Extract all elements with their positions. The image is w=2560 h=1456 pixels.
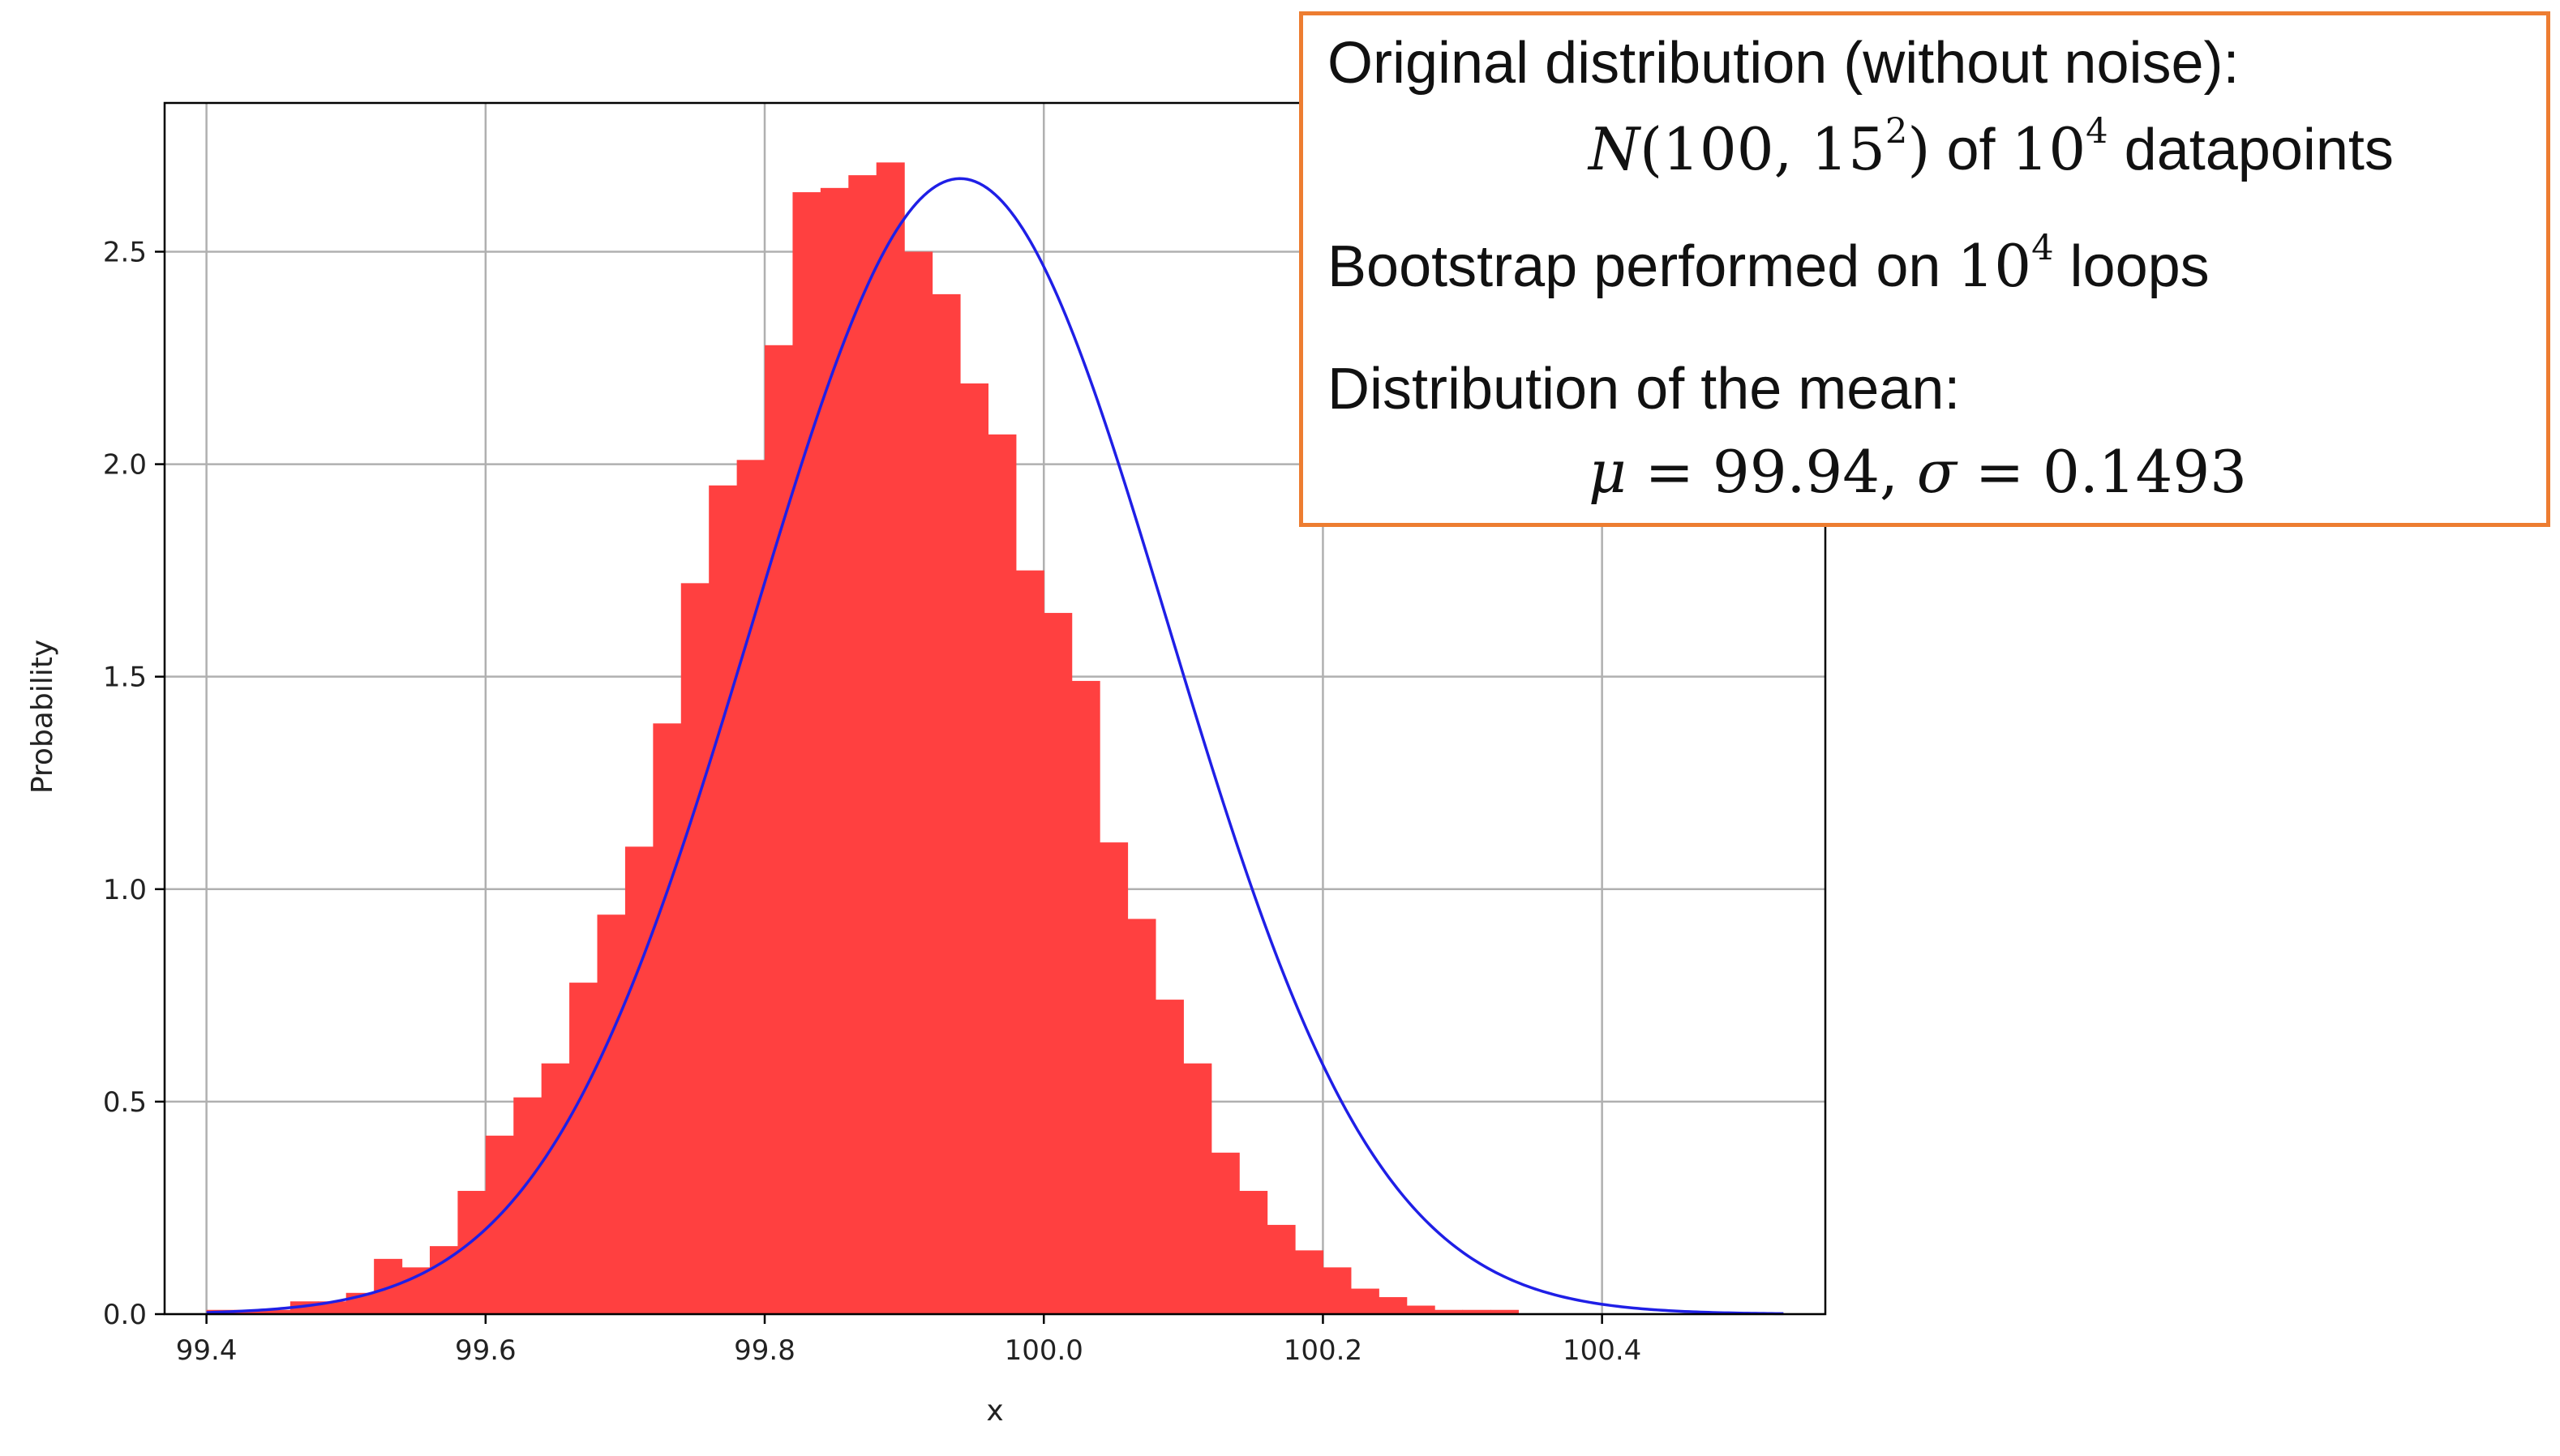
histogram-bar	[848, 175, 877, 1315]
histogram-bar	[1183, 1063, 1212, 1314]
dist-exponent: 2	[1885, 111, 1908, 152]
loops-base: 10	[1957, 232, 2032, 300]
histogram-bar	[988, 434, 1017, 1314]
histogram-bar	[932, 293, 961, 1314]
histogram-bar	[1295, 1250, 1324, 1314]
info-line-4-text: Distribution of the mean:	[1327, 357, 1961, 422]
sigma-value: = 0.1493	[1956, 438, 2247, 506]
axis-ticks: 99.4 99.6 99.8 100.0 100.2 100.4 0.0 0.5 1.0 1.5 2…	[103, 236, 1641, 1367]
histogram-bar	[653, 723, 682, 1314]
x-tick-label: 100.2	[1284, 1334, 1362, 1367]
histogram-bar	[1323, 1267, 1352, 1314]
histogram-bar	[1239, 1190, 1268, 1314]
histogram-bar	[709, 485, 738, 1314]
histogram-bar	[1379, 1297, 1408, 1314]
x-tick-label: 99.6	[455, 1334, 517, 1367]
histogram-bar	[1127, 919, 1156, 1314]
histogram-bar	[792, 192, 821, 1314]
x-tick-label: 99.8	[734, 1334, 795, 1367]
dist-close-paren: )	[1907, 115, 1931, 183]
histogram-bar	[429, 1246, 459, 1314]
y-tick-label: 2.5	[103, 236, 147, 268]
plot-frame	[163, 101, 1827, 1316]
x-tick-label: 99.4	[176, 1334, 238, 1367]
histogram-bar	[624, 846, 654, 1314]
histogram-bar	[1434, 1309, 1464, 1314]
histogram-bar	[959, 383, 988, 1314]
info-line-mean-params: μ = 99.94, σ = 0.1493	[1589, 438, 2247, 506]
histogram-bar	[401, 1267, 431, 1314]
histogram-bar	[1100, 842, 1129, 1314]
histogram-bar	[1350, 1288, 1379, 1314]
bootstrap-text: Bootstrap performed on	[1327, 234, 1958, 299]
histogram-bar	[457, 1190, 487, 1314]
histogram-bar	[1015, 570, 1044, 1314]
histogram-bar	[1462, 1309, 1491, 1314]
histogram-bar	[513, 1097, 542, 1314]
info-line-normal-params: N(100, 152) of 104 datapoints	[1589, 114, 2394, 183]
dist-symbol: N	[1589, 115, 1640, 183]
of-text: of	[1930, 118, 2012, 182]
histogram-bar	[1211, 1152, 1240, 1314]
info-box: Original distribution (without noise): N…	[1299, 11, 2550, 527]
dist-args: (100, 15	[1640, 115, 1885, 183]
histogram-bar	[1406, 1305, 1435, 1314]
sigma-symbol: σ	[1916, 438, 1957, 506]
x-tick-label: 100.0	[1005, 1334, 1083, 1367]
y-tick-label: 0.5	[103, 1086, 147, 1119]
histogram-bar	[765, 345, 794, 1314]
datapoints-base: 10	[2011, 115, 2086, 183]
info-line-mean-distribution: Distribution of the mean:	[1327, 357, 1961, 422]
y-tick-label: 2.0	[103, 449, 147, 482]
histogram-bar	[569, 983, 598, 1314]
y-tick-label: 1.0	[103, 874, 147, 906]
x-axis-label: x	[986, 1394, 1003, 1428]
histogram-bars	[206, 162, 1519, 1315]
histogram-bar	[541, 1063, 570, 1314]
loops-power: 4	[2031, 228, 2054, 269]
mu-symbol: μ	[1589, 438, 1627, 506]
histogram-bar	[904, 251, 933, 1315]
loops-text: loops	[2053, 234, 2210, 299]
datapoints-power: 4	[2086, 111, 2108, 152]
histogram-bar	[1044, 613, 1073, 1314]
histogram-bar	[1155, 1000, 1184, 1314]
histogram-bar	[736, 460, 765, 1314]
histogram-bar	[1490, 1309, 1519, 1314]
histogram-bar	[262, 1309, 291, 1314]
info-line-1-text: Original distribution (without noise):	[1327, 31, 2240, 96]
info-line-bootstrap: Bootstrap performed on 104 loops	[1327, 231, 2210, 300]
datapoints-text: datapoints	[2108, 118, 2394, 182]
y-tick-label: 1.5	[103, 662, 147, 694]
histogram-bar	[680, 583, 710, 1314]
y-tick-label: 0.0	[103, 1299, 147, 1331]
x-tick-label: 100.4	[1563, 1334, 1641, 1367]
histogram-bar	[876, 162, 905, 1314]
histogram-bar	[820, 187, 849, 1315]
normal-fit	[206, 177, 1784, 1316]
normal-fit-curve	[206, 177, 1784, 1316]
histogram-bar	[597, 914, 626, 1314]
y-axis-label: Probability	[26, 640, 59, 794]
histogram-bar	[1267, 1224, 1296, 1314]
histogram-bar	[1071, 680, 1100, 1314]
mu-value: = 99.94,	[1626, 438, 1917, 506]
info-line-original-distribution: Original distribution (without noise):	[1327, 31, 2240, 96]
